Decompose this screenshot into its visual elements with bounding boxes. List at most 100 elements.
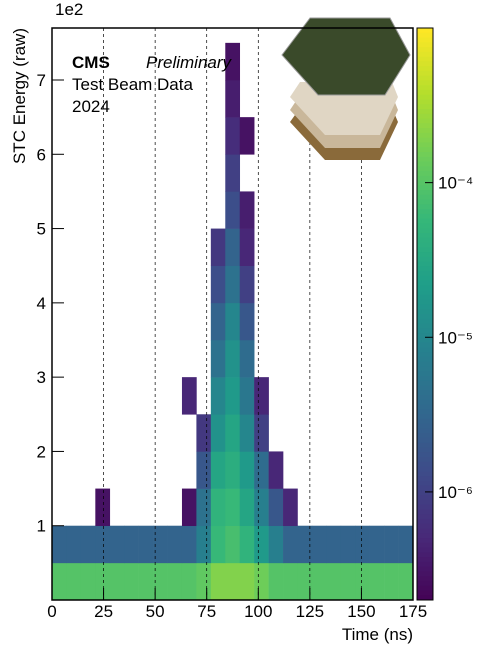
heatmap-cell [239, 191, 255, 229]
heatmap-cell [283, 525, 298, 564]
heatmap-cell [210, 562, 226, 601]
colorbar-step [417, 495, 433, 501]
colorbar-step [417, 595, 433, 601]
y-tick-label: 2 [37, 442, 46, 461]
colorbar-step [417, 418, 433, 425]
colorbar-step [417, 180, 433, 186]
colorbar-step [417, 209, 433, 215]
colorbar: 10⁻⁶ 10⁻⁵ 10⁻⁴ [416, 27, 473, 601]
heatmap-cell [268, 488, 284, 527]
heatmap-cell [239, 302, 255, 341]
colorbar-step [417, 51, 433, 58]
heatmap-cell [196, 562, 212, 601]
colorbar-step [417, 113, 433, 120]
heatmap-cell [369, 562, 385, 601]
heatmap-cell [268, 451, 284, 489]
heatmap-cell [80, 525, 96, 564]
axes: 0 25 50 75 100 125 150 175 1 2 3 4 5 6 7 [37, 71, 428, 621]
heatmap-cell [95, 488, 111, 527]
heatmap-cell [398, 562, 414, 601]
colorbar-step [417, 337, 433, 344]
heatmap-cell [153, 562, 168, 601]
heatmap-cell [254, 451, 269, 489]
colorbar-step [417, 175, 433, 182]
colorbar-step [417, 356, 433, 363]
y-tick-label: 5 [37, 220, 46, 239]
heatmap-cell [225, 414, 241, 452]
heatmap-cell [66, 562, 82, 601]
grid [103, 28, 362, 600]
colorbar-step [417, 437, 433, 444]
colorbar-step [417, 361, 433, 367]
heatmap-cell [384, 525, 399, 564]
heatmap-cell [369, 525, 385, 564]
colorbar-step [417, 42, 433, 48]
heatmap-cell [167, 562, 183, 601]
heatmap-cell [311, 562, 327, 601]
heatmap-cell [167, 525, 183, 564]
experiment-label: CMS [72, 53, 110, 72]
heatmap-cell [283, 562, 298, 601]
colorbar-step [417, 352, 433, 358]
heatmap-cell [254, 525, 269, 564]
x-tick-label: 50 [146, 602, 165, 621]
colorbar-step [417, 142, 433, 148]
heatmap-cell [210, 377, 226, 415]
colorbar-step [417, 228, 433, 234]
colorbar-step [417, 485, 433, 491]
y-tick-label: 3 [37, 368, 46, 387]
colorbar-step [417, 161, 433, 167]
colorbar-step [417, 132, 433, 139]
colorbar-step [417, 304, 433, 310]
heatmap-cell [239, 562, 255, 601]
colorbar-tick-label: 10⁻⁵ [438, 328, 473, 347]
heatmap-cell [95, 525, 111, 564]
colorbar-step [417, 542, 433, 549]
colorbar-step [417, 371, 433, 377]
colorbar-step [417, 61, 433, 67]
colorbar-step [417, 390, 433, 396]
heatmap-cell [52, 562, 67, 601]
colorbar-step [417, 433, 433, 439]
colorbar-step [417, 518, 433, 525]
colorbar-step [417, 476, 433, 482]
annotation-line: Test Beam Data [72, 75, 193, 94]
heatmap-cell [355, 525, 370, 564]
colorbar-step [417, 471, 433, 477]
colorbar-step [417, 137, 433, 143]
colorbar-step [417, 323, 433, 329]
colorbar-step [417, 247, 433, 253]
colorbar-step [417, 223, 433, 229]
status-label: Preliminary [146, 53, 233, 72]
heatmap-cell [225, 154, 241, 192]
heatmap-cell [239, 377, 255, 415]
heatmap-cell [124, 525, 139, 564]
heatmap-cell [138, 525, 154, 564]
heatmap-cell [80, 562, 96, 601]
colorbar-step [417, 56, 433, 62]
heatmap-cell [210, 414, 226, 452]
colorbar-step [417, 380, 433, 386]
colorbar-step [417, 194, 433, 201]
heatmap-cell [225, 562, 241, 601]
heatmap-cell [225, 228, 241, 267]
y-tick-label: 7 [37, 71, 46, 90]
x-tick-label: 0 [47, 602, 56, 621]
heatmap-cell [210, 525, 226, 564]
heatmap-cell [254, 488, 269, 527]
colorbar-step [417, 80, 433, 86]
colorbar-step [417, 171, 433, 177]
colorbar-step [417, 342, 433, 348]
heatmap-cell [181, 488, 197, 527]
colorbar-step [417, 213, 433, 220]
heatmap-cell [254, 562, 269, 601]
colorbar-step [417, 466, 433, 472]
colorbar-step [417, 309, 433, 315]
heatmap-cell [297, 525, 313, 564]
x-tick-label: 25 [94, 602, 113, 621]
colorbar-step [417, 275, 433, 282]
colorbar-step [417, 237, 433, 243]
x-tick-label: 75 [197, 602, 216, 621]
heatmap-cell [66, 525, 82, 564]
